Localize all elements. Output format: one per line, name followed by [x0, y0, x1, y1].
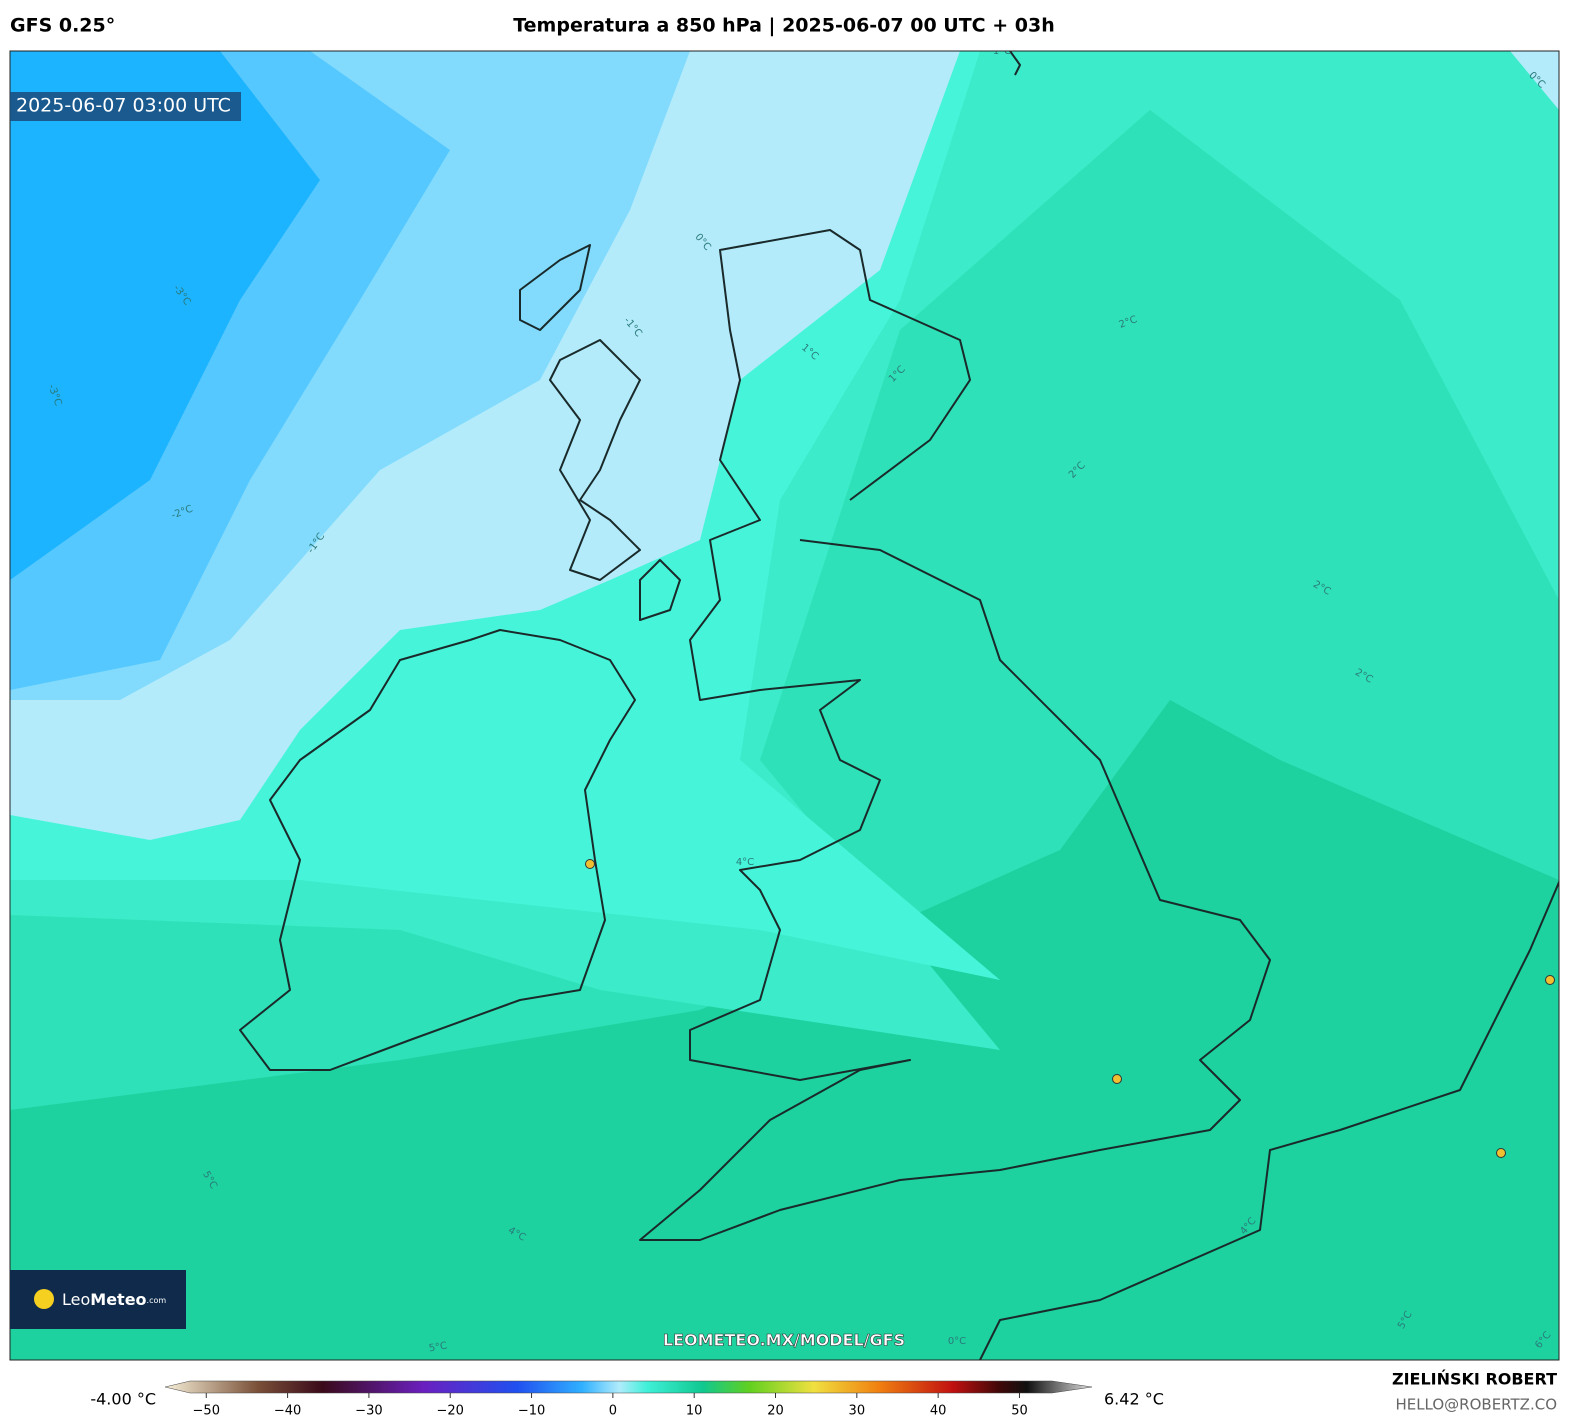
colorbar-tick-label: 20: [767, 1404, 784, 1419]
colorbar-tick-label: −50: [193, 1404, 220, 1419]
colorbar-tick-label: 0: [609, 1404, 617, 1419]
coastline: [519, 51, 1021, 621]
coastline: [239, 629, 636, 1071]
author: ZIELIŃSKI ROBERT: [1392, 1370, 1557, 1389]
colorbar-tick-label: 40: [930, 1404, 947, 1419]
colorbar-tick-label: −40: [274, 1404, 301, 1419]
map-area: -3°C-3°C-2°C-1°C-1°C1°C0°C0°C1°C2°C2°C2°…: [10, 46, 1559, 1360]
logo-sun: [34, 1289, 54, 1309]
temp-band: [1510, 51, 1559, 110]
logo: LeoMeteo.com: [62, 1290, 166, 1309]
time-box: [10, 92, 241, 121]
max-value: 6.42 °C: [1104, 1390, 1164, 1409]
city-dot: [585, 859, 595, 869]
logo-leo: Leo: [62, 1290, 90, 1309]
contour-label: 0°C: [948, 1336, 966, 1347]
contour-label: 1°C: [993, 46, 1011, 57]
min-value: -4.00 °C: [90, 1390, 156, 1409]
temp-band: [10, 51, 320, 580]
model-label: GFS 0.25°: [10, 15, 115, 37]
city-dot: [1496, 1148, 1506, 1158]
email: HELLO@ROBERTZ.CO: [1395, 1396, 1557, 1414]
colorbar-tick-label: −20: [437, 1404, 464, 1419]
map-title: Temperatura a 850 hPa | 2025-06-07 00 UT…: [513, 15, 1055, 37]
logo-meteo: Meteo: [90, 1290, 146, 1309]
contour-label: 5°C: [428, 1340, 448, 1354]
colorbar-tick-label: 10: [686, 1404, 703, 1419]
map-frame: [9, 50, 1560, 1361]
coastline: [639, 229, 1271, 1241]
city-dot: [1545, 975, 1555, 985]
valid-time: 2025-06-07 03:00 UTC: [16, 95, 231, 117]
city-dot: [1112, 1074, 1122, 1084]
colorbar-tick-label: 50: [1011, 1404, 1028, 1419]
colorbar-tick-label: 30: [849, 1404, 866, 1419]
colorbar: [164, 1380, 1093, 1394]
logo-domain: .com: [147, 1296, 167, 1305]
coastline: [979, 879, 1559, 1360]
contour-label: 4°C: [736, 857, 754, 868]
source-url: LEOMETEO.MX/MODEL/GFS: [663, 1331, 905, 1350]
colorbar-tick-label: −10: [518, 1404, 545, 1419]
colorbar-tick-label: −30: [355, 1404, 382, 1419]
